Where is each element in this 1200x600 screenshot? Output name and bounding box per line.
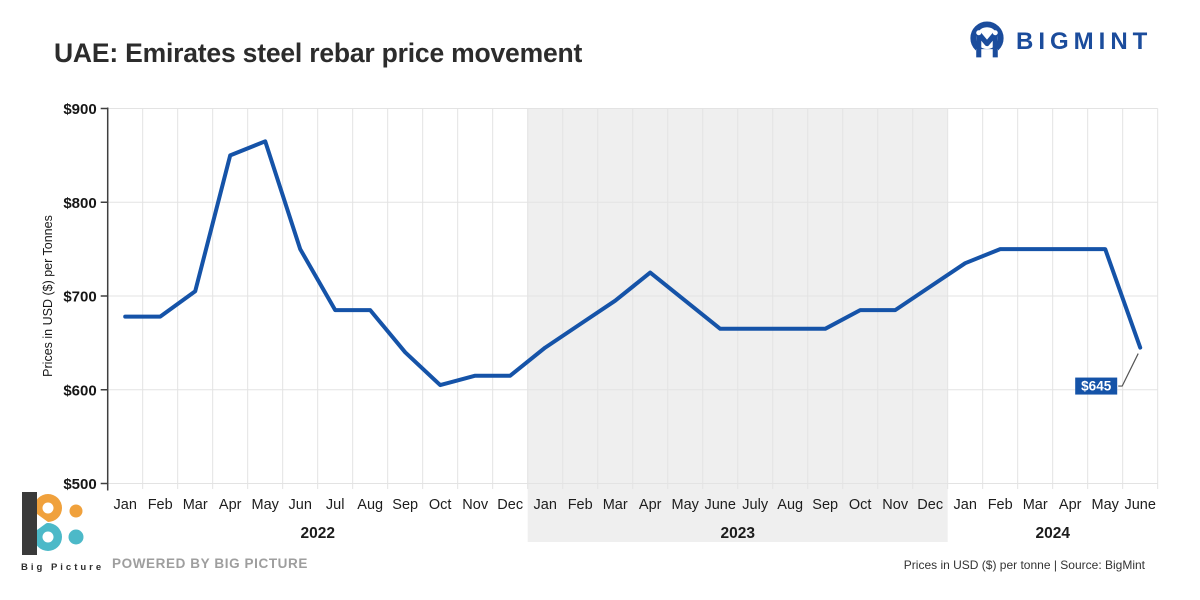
x-tick-label: Jan	[534, 497, 557, 513]
x-tick-label: Aug	[357, 497, 383, 513]
x-tick-label: Nov	[882, 497, 909, 513]
x-tick-label: July	[742, 497, 769, 513]
x-tick-label: Jan	[114, 497, 137, 513]
year-label-2023: 2023	[720, 525, 755, 542]
page-title: UAE: Emirates steel rebar price movement	[54, 38, 583, 68]
big-picture-wordmark: Big Picture	[21, 562, 105, 573]
y-tick-label: $500	[63, 476, 96, 493]
x-tick-label: May	[1091, 497, 1119, 513]
x-tick-label: Apr	[1059, 497, 1082, 513]
annotation-leader-line	[1118, 353, 1139, 387]
y-tick-label: $700	[63, 289, 96, 306]
x-tick-label: Sep	[812, 497, 838, 513]
y-axis-title: Prices in USD ($) per Tonnes	[41, 215, 55, 377]
bigmint-logo: BIGMINT	[966, 18, 1196, 66]
x-tick-label: Mar	[1023, 497, 1048, 513]
year-label-2022: 2022	[300, 525, 334, 542]
x-tick-label: June	[1124, 497, 1155, 513]
x-tick-label: June	[704, 497, 735, 513]
x-tick-label: May	[251, 497, 279, 513]
price-annotation-box	[1075, 377, 1118, 395]
x-tick-label: Nov	[462, 497, 489, 513]
price-chart: $900 $800 $700 $600 $500 Jan Feb Mar Apr May Jun Ju…	[41, 101, 1159, 542]
x-tick-label: Dec	[497, 497, 523, 513]
x-tick-label: Oct	[849, 497, 872, 513]
x-tick-label: Mar	[603, 497, 628, 513]
y-tick-label: $900	[63, 101, 96, 118]
price-annotation-label: $645	[1081, 379, 1112, 394]
x-tick-label: Jul	[326, 497, 345, 513]
price-line	[123, 139, 1143, 388]
x-tick-label: Feb	[568, 497, 593, 513]
bigmint-icon	[970, 21, 1004, 61]
x-tick-label: Feb	[148, 497, 173, 513]
x-tick-label: May	[671, 497, 699, 513]
x-tick-label: Mar	[183, 497, 208, 513]
x-tick-label: Jun	[289, 497, 312, 513]
y-tick-label: $800	[63, 195, 96, 212]
x-tick-label: Oct	[429, 497, 452, 513]
big-picture-icon	[22, 492, 84, 555]
x-tick-label: Aug	[777, 497, 803, 513]
x-tick-label: Apr	[639, 497, 662, 513]
powered-by-text: POWERED BY BIG PICTURE	[112, 556, 308, 571]
x-tick-label: Jan	[954, 497, 977, 513]
x-tick-label: Apr	[219, 497, 242, 513]
x-tick-label: Feb	[988, 497, 1013, 513]
x-tick-label: Sep	[392, 497, 418, 513]
bigmint-wordmark: BIGMINT	[1016, 28, 1153, 55]
y-tick-label: $600	[63, 382, 96, 399]
source-note: Prices in USD ($) per tonne | Source: Bi…	[903, 558, 1145, 572]
year-label-2024: 2024	[1035, 525, 1070, 542]
x-tick-label: Dec	[917, 497, 943, 513]
